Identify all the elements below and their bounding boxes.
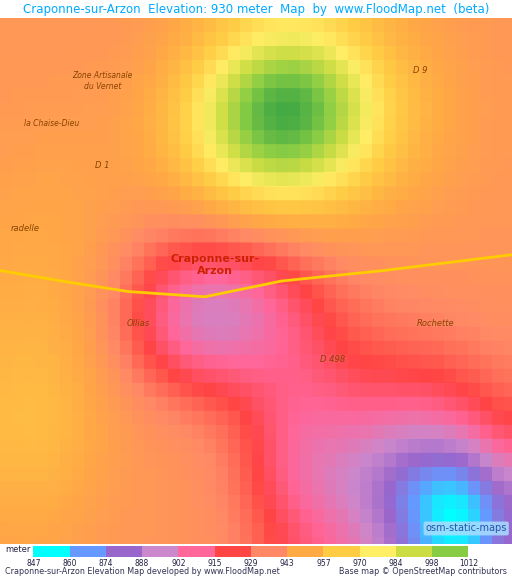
FancyBboxPatch shape (396, 546, 432, 557)
Text: D 1: D 1 (95, 161, 110, 170)
FancyBboxPatch shape (287, 546, 324, 557)
Text: 888: 888 (135, 559, 149, 568)
Text: 902: 902 (171, 559, 185, 568)
Text: Zone Artisanale
du Vernet: Zone Artisanale du Vernet (72, 72, 133, 91)
FancyBboxPatch shape (324, 546, 359, 557)
Text: 1012: 1012 (459, 559, 478, 568)
Text: Rochette: Rochette (416, 318, 454, 328)
Text: la Chaise-Dieu: la Chaise-Dieu (24, 119, 79, 127)
Text: osm-static-maps: osm-static-maps (425, 523, 507, 534)
Text: 943: 943 (280, 559, 294, 568)
Text: 860: 860 (62, 559, 77, 568)
Text: 915: 915 (207, 559, 222, 568)
Text: Craponne-sur-Arzon  Elevation: 930 meter  Map  by  www.FloodMap.net  (beta): Craponne-sur-Arzon Elevation: 930 meter … (23, 2, 489, 16)
FancyBboxPatch shape (106, 546, 142, 557)
Text: 998: 998 (425, 559, 439, 568)
Text: 929: 929 (244, 559, 258, 568)
FancyBboxPatch shape (33, 546, 70, 557)
FancyBboxPatch shape (432, 546, 468, 557)
Text: meter: meter (5, 545, 31, 555)
Text: radelle: radelle (11, 224, 40, 233)
Text: 957: 957 (316, 559, 331, 568)
Text: 984: 984 (389, 559, 403, 568)
Text: D 9: D 9 (413, 66, 427, 75)
Text: D 498: D 498 (320, 356, 346, 364)
Text: Craponne-sur-
Arzon: Craponne-sur- Arzon (170, 254, 260, 276)
Text: 970: 970 (352, 559, 367, 568)
FancyBboxPatch shape (215, 546, 251, 557)
FancyBboxPatch shape (142, 546, 178, 557)
Text: Craponne-sur-Arzon Elevation Map developed by www.FloodMap.net: Craponne-sur-Arzon Elevation Map develop… (5, 567, 280, 576)
Text: 874: 874 (99, 559, 113, 568)
FancyBboxPatch shape (359, 546, 396, 557)
Text: 847: 847 (26, 559, 40, 568)
FancyBboxPatch shape (178, 546, 215, 557)
Text: Base map © OpenStreetMap contributors: Base map © OpenStreetMap contributors (339, 567, 507, 576)
Text: Ollias: Ollias (126, 318, 150, 328)
FancyBboxPatch shape (70, 546, 106, 557)
FancyBboxPatch shape (251, 546, 287, 557)
